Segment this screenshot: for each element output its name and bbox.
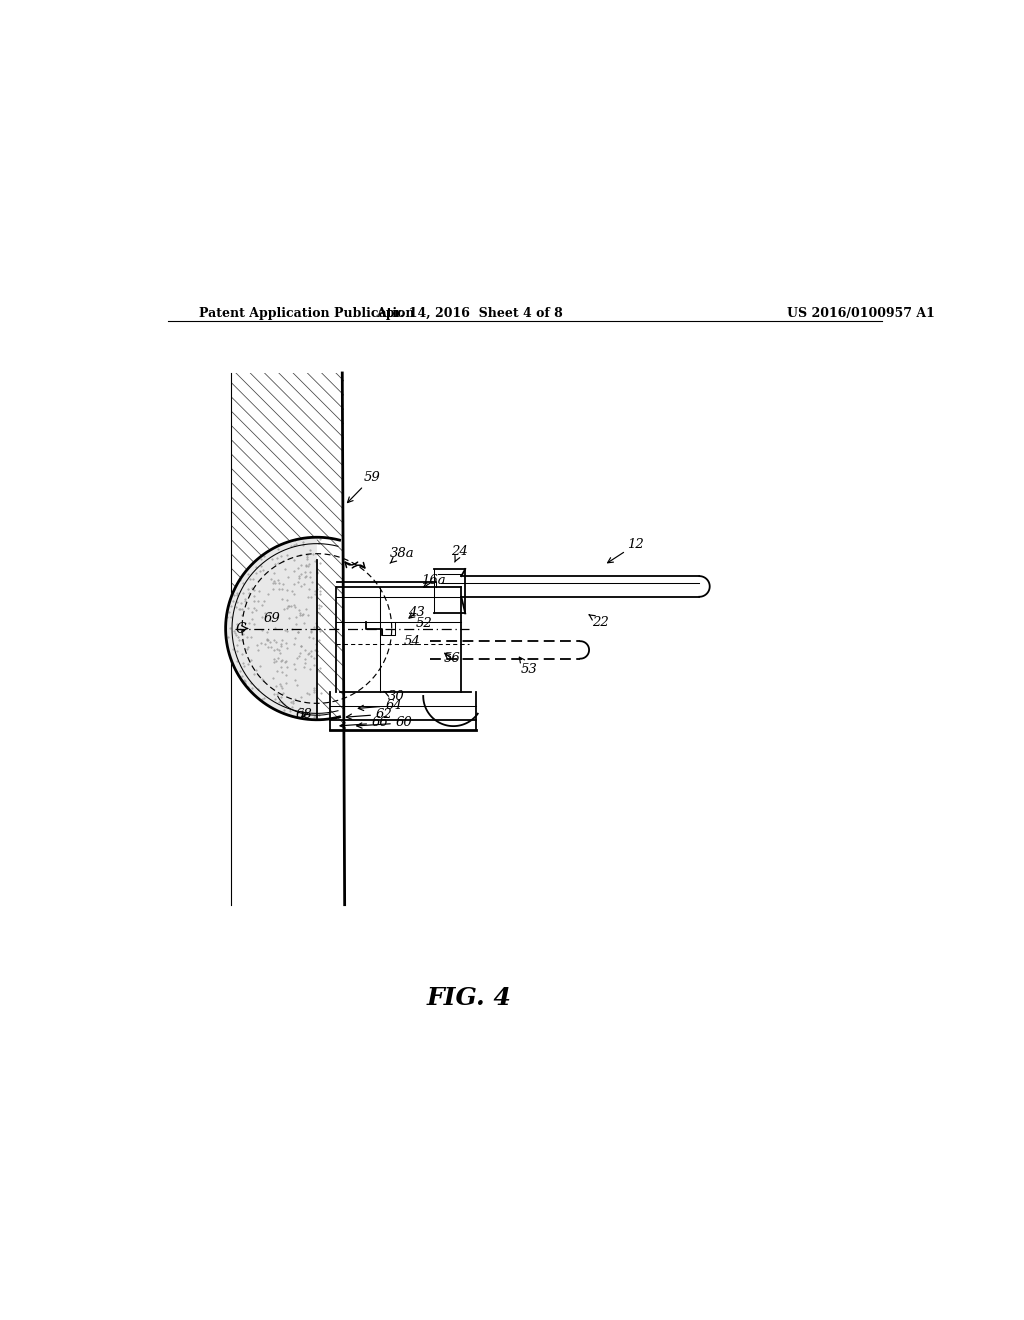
Text: 59: 59 — [347, 471, 380, 503]
Text: 66: 66 — [340, 717, 389, 730]
Polygon shape — [231, 374, 344, 904]
Text: 62: 62 — [346, 708, 393, 721]
Polygon shape — [224, 536, 316, 721]
Text: 56: 56 — [443, 652, 460, 665]
Text: 43: 43 — [408, 606, 425, 619]
Text: 38a: 38a — [389, 546, 414, 564]
Text: 16a: 16a — [421, 574, 445, 587]
FancyArrowPatch shape — [345, 562, 357, 568]
Text: 12: 12 — [607, 537, 644, 562]
Text: 60: 60 — [356, 717, 413, 730]
Text: 64: 64 — [358, 700, 402, 711]
Text: 22: 22 — [589, 615, 608, 628]
Text: 54: 54 — [403, 635, 420, 648]
FancyArrowPatch shape — [352, 562, 365, 568]
Text: 53: 53 — [519, 657, 538, 676]
Text: 52: 52 — [416, 618, 433, 630]
Text: 24: 24 — [452, 545, 468, 562]
Text: Patent Application Publication: Patent Application Publication — [200, 308, 415, 319]
Text: 69: 69 — [264, 612, 281, 626]
Text: 30: 30 — [384, 690, 404, 704]
Text: FIG. 4: FIG. 4 — [427, 986, 512, 1010]
Text: Apr. 14, 2016  Sheet 4 of 8: Apr. 14, 2016 Sheet 4 of 8 — [376, 308, 562, 319]
Text: C: C — [236, 622, 246, 635]
Text: 68: 68 — [296, 708, 312, 721]
Text: US 2016/0100957 A1: US 2016/0100957 A1 — [786, 308, 935, 319]
